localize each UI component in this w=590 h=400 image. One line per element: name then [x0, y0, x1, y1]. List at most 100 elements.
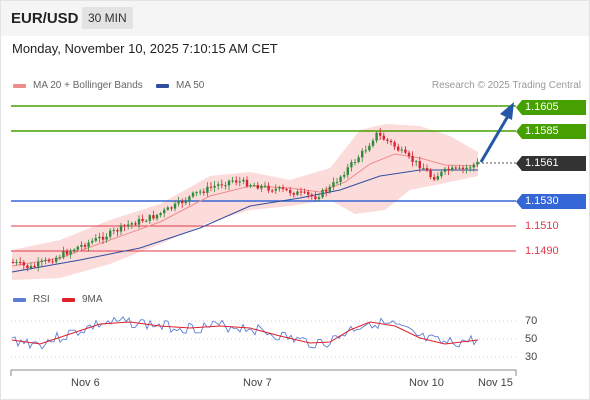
candle-body: [249, 185, 252, 187]
candle-body: [425, 168, 429, 171]
candle-body: [40, 261, 43, 263]
candle-body: [69, 251, 72, 255]
candle-body: [274, 188, 277, 191]
candle-body: [181, 200, 184, 204]
candle-body: [317, 197, 321, 200]
candle-body: [472, 164, 475, 168]
candle-body: [173, 203, 177, 209]
legend-ma20: MA 20 + Bollinger Bands: [13, 80, 143, 91]
candle-body: [202, 191, 205, 193]
candle-body: [65, 251, 69, 255]
candle-body: [101, 236, 105, 240]
candle-body: [62, 251, 65, 258]
projection-arrow-head: [500, 102, 514, 120]
candle-body: [393, 142, 396, 147]
candle-body: [429, 170, 432, 178]
candle-body: [411, 156, 414, 162]
rsi-tick-30: 30: [525, 351, 538, 363]
candle-body: [47, 259, 51, 262]
candle-body: [206, 186, 209, 193]
candle-body: [55, 257, 58, 262]
candle-body: [170, 207, 173, 209]
candle-body: [159, 213, 162, 215]
candle-body: [361, 150, 364, 158]
candle-body: [29, 266, 33, 269]
candle-body: [73, 249, 76, 252]
rsi-ma-swatch: [62, 297, 75, 302]
rsi-ma-legend: 9MA: [62, 294, 103, 305]
candle-body: [184, 200, 187, 204]
candle-body: [289, 190, 292, 194]
candle-body: [155, 214, 159, 219]
candle-body: [195, 192, 198, 194]
candle-body: [386, 139, 389, 141]
candle-body: [123, 225, 126, 227]
bollinger-band: [12, 124, 478, 280]
candle-body: [400, 149, 403, 151]
candle-body: [141, 219, 144, 221]
rsi-ma-label: 9MA: [82, 294, 103, 305]
candle-body: [109, 230, 112, 237]
candle-body: [98, 236, 101, 239]
candle-body: [292, 193, 295, 195]
level-tag-1605: 1.1605: [516, 100, 586, 115]
candle-body: [397, 146, 400, 151]
projection-arrow-shaft: [479, 115, 510, 163]
candle-body: [209, 186, 213, 188]
ma50-label: MA 50: [176, 80, 205, 91]
candle-body: [476, 161, 479, 165]
candle-body: [22, 262, 25, 266]
rsi-ma-line: [11, 321, 479, 345]
candle-body: [267, 185, 270, 191]
legend-ma50: MA 50: [156, 80, 204, 91]
candle-body: [37, 262, 40, 267]
candle-body: [303, 191, 306, 193]
candle-body: [461, 167, 465, 170]
candle-body: [346, 167, 349, 175]
candle-body: [256, 185, 259, 189]
candle-body: [418, 161, 421, 169]
candle-body: [389, 140, 393, 143]
candle-body: [343, 174, 346, 177]
candle-body: [220, 184, 223, 186]
candle-body: [375, 132, 378, 141]
candle-body: [33, 266, 36, 268]
candle-body: [119, 225, 123, 232]
candle-body: [105, 236, 108, 240]
rsi-swatch: [13, 297, 26, 302]
datetime-label: Monday, November 10, 2025 7:10:15 AM CET: [12, 41, 278, 56]
candle-body: [253, 185, 256, 187]
candle-body: [278, 187, 281, 189]
interval-badge[interactable]: 30 MIN: [82, 7, 133, 29]
ma20-swatch: [13, 83, 26, 88]
rsi-label: RSI: [33, 294, 50, 305]
candle-body: [137, 219, 141, 225]
candle-body: [447, 168, 450, 171]
candle-body: [281, 187, 285, 190]
candle-body: [127, 224, 130, 227]
candle-body: [454, 167, 457, 169]
candle-body: [296, 191, 299, 195]
candle-body: [238, 181, 241, 183]
ma50-line: [11, 169, 478, 273]
x-label-nov10: Nov 10: [409, 377, 444, 389]
candle-body: [224, 185, 227, 187]
candle-body: [134, 223, 137, 225]
rsi-tick-50: 50: [525, 333, 538, 345]
candle-body: [443, 168, 447, 172]
ma50-swatch: [156, 83, 169, 88]
candle-body: [314, 196, 317, 200]
candle-body: [245, 179, 249, 187]
level-tag-1585: 1.1585: [516, 124, 586, 139]
candle-body: [436, 176, 439, 180]
candle-body: [51, 261, 54, 263]
candle-body: [440, 171, 443, 177]
candle-body: [310, 194, 313, 197]
candle-body: [357, 157, 360, 163]
candle-body: [469, 167, 472, 169]
candle-body: [299, 191, 303, 193]
candle-body: [76, 246, 79, 250]
candle-body: [368, 145, 371, 151]
rsi-line: [11, 316, 478, 350]
candle-body: [458, 167, 461, 169]
